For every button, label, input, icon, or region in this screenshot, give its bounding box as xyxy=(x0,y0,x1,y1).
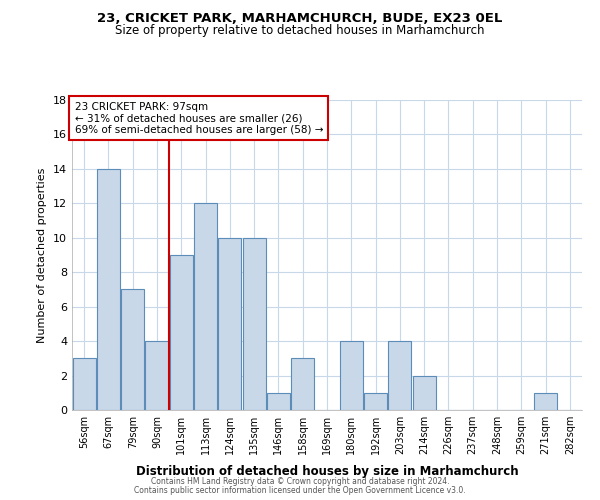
Bar xyxy=(145,341,169,410)
Bar xyxy=(218,238,241,410)
Y-axis label: Number of detached properties: Number of detached properties xyxy=(37,168,47,342)
Bar xyxy=(73,358,95,410)
Bar xyxy=(291,358,314,410)
Bar xyxy=(340,341,363,410)
Text: Contains HM Land Registry data © Crown copyright and database right 2024.: Contains HM Land Registry data © Crown c… xyxy=(151,477,449,486)
Bar xyxy=(242,238,266,410)
Bar xyxy=(388,341,412,410)
Bar xyxy=(364,393,387,410)
Bar xyxy=(170,255,193,410)
Text: Contains public sector information licensed under the Open Government Licence v3: Contains public sector information licen… xyxy=(134,486,466,495)
Bar xyxy=(534,393,557,410)
Bar xyxy=(121,290,144,410)
X-axis label: Distribution of detached houses by size in Marhamchurch: Distribution of detached houses by size … xyxy=(136,466,518,478)
Bar xyxy=(267,393,290,410)
Text: 23, CRICKET PARK, MARHAMCHURCH, BUDE, EX23 0EL: 23, CRICKET PARK, MARHAMCHURCH, BUDE, EX… xyxy=(97,12,503,26)
Bar xyxy=(194,204,217,410)
Text: Size of property relative to detached houses in Marhamchurch: Size of property relative to detached ho… xyxy=(115,24,485,37)
Bar xyxy=(413,376,436,410)
Bar xyxy=(97,169,120,410)
Text: 23 CRICKET PARK: 97sqm
← 31% of detached houses are smaller (26)
69% of semi-det: 23 CRICKET PARK: 97sqm ← 31% of detached… xyxy=(74,102,323,134)
